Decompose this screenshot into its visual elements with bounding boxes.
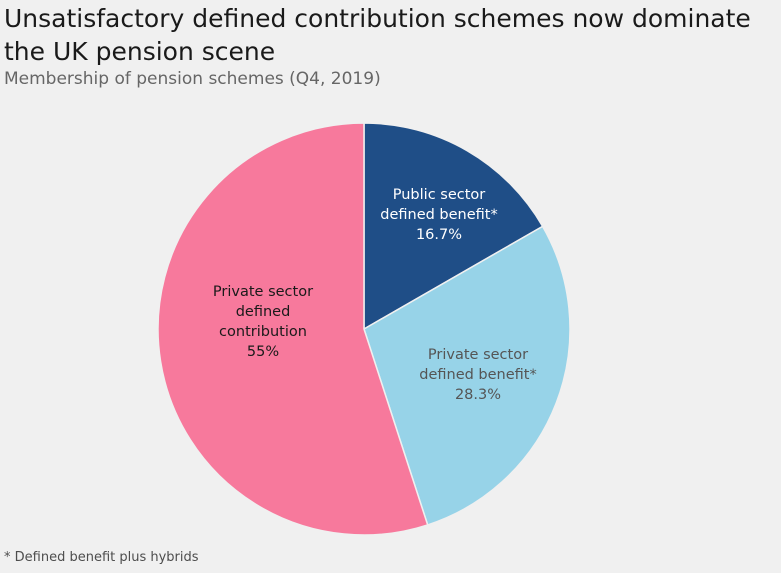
pie-slice-label-line: 28.3%	[455, 387, 501, 403]
pie-slice-label-line: defined benefit*	[419, 367, 537, 383]
pie-slice-label-line: contribution	[219, 324, 307, 340]
pie-slice-label-line: defined	[236, 304, 291, 320]
pie-slice	[363, 225, 571, 526]
pie-slice-label-line: 55%	[247, 344, 279, 360]
pie-slice	[363, 122, 544, 331]
pie-slice-label: Private sector defined contribution 55%	[213, 284, 313, 360]
pie-slice-label-line: 16.7%	[416, 227, 462, 243]
pie-slice-label-line: defined benefit*	[380, 207, 498, 223]
pie-slice	[157, 122, 429, 536]
pie-slices	[157, 122, 571, 536]
pie-slice-label: Private sector defined benefit* 28.3%	[419, 347, 537, 403]
pie-slice-label-line: Public sector	[393, 187, 486, 203]
footnote: * Defined benefit plus hybrids	[4, 550, 199, 565]
pie-slice-label-line: Private sector	[213, 284, 313, 300]
pie-slice-label-line: Private sector	[428, 347, 528, 363]
chart-title: Unsatisfactory defined contribution sche…	[4, 4, 751, 66]
chart-subtitle: Membership of pension schemes (Q4, 2019)	[4, 69, 381, 89]
pie-slice-label: Public sector defined benefit* 16.7%	[380, 187, 498, 243]
pie-labels: Public sector defined benefit* 16.7% Privat…	[213, 187, 537, 403]
